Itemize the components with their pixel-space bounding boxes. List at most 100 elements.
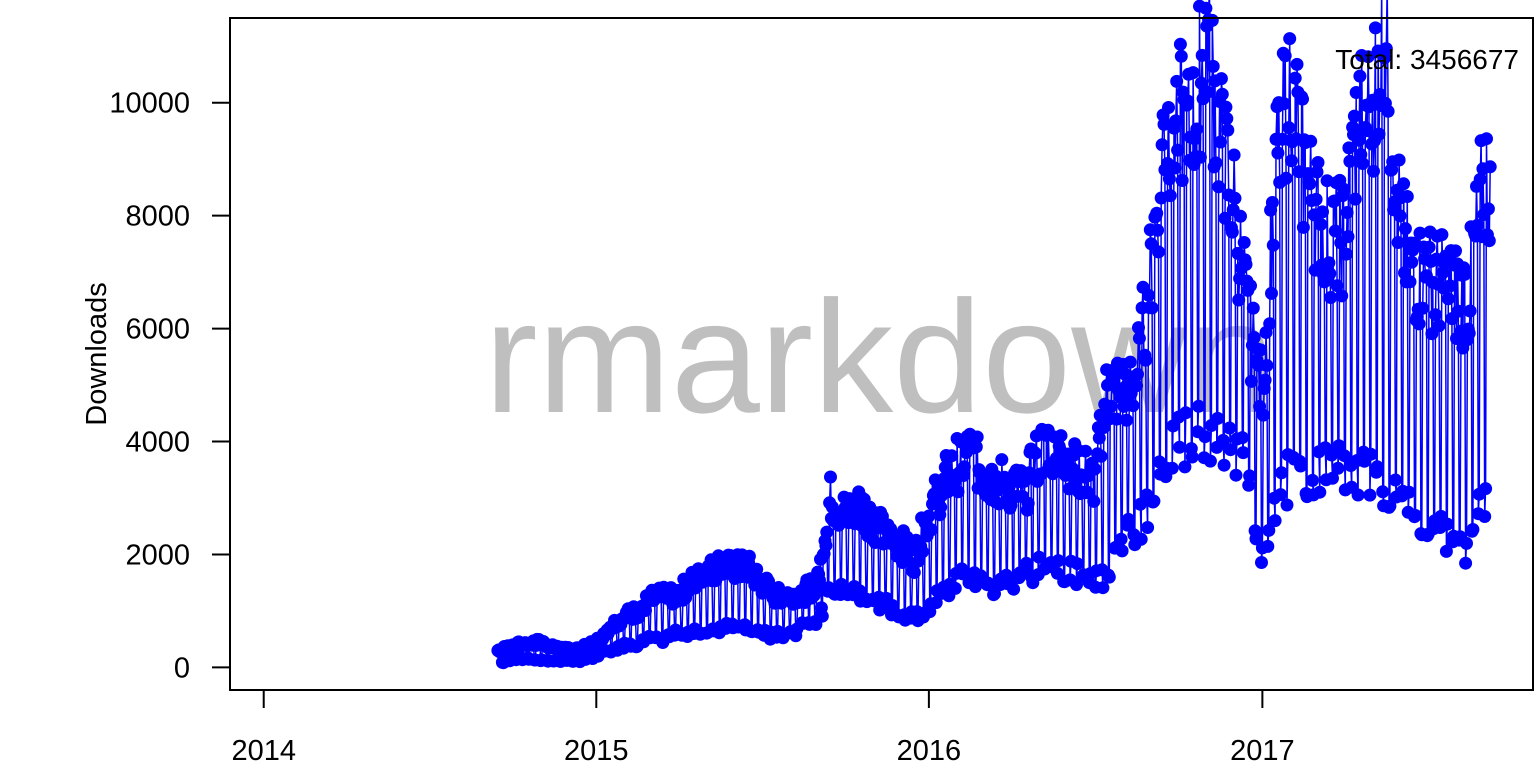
data-point bbox=[1162, 101, 1175, 114]
data-point bbox=[1266, 238, 1280, 252]
data-point bbox=[1194, 76, 1208, 90]
data-point bbox=[1463, 304, 1477, 318]
data-point bbox=[1330, 279, 1344, 293]
data-point bbox=[1349, 86, 1363, 99]
data-point bbox=[1249, 532, 1263, 546]
data-point bbox=[1079, 444, 1093, 458]
data-point bbox=[1173, 440, 1186, 454]
data-point bbox=[1449, 244, 1462, 258]
data-point bbox=[948, 581, 962, 595]
data-point bbox=[1316, 205, 1329, 219]
data-point bbox=[1372, 127, 1386, 141]
data-point bbox=[1216, 433, 1230, 447]
y-axis-title: Downloads bbox=[81, 282, 113, 425]
data-point bbox=[1242, 478, 1256, 492]
data-point bbox=[969, 440, 983, 454]
data-point bbox=[1268, 514, 1282, 528]
data-point bbox=[1310, 165, 1324, 179]
data-point bbox=[1283, 32, 1297, 46]
data-point bbox=[1096, 581, 1110, 595]
data-point bbox=[1325, 448, 1339, 462]
data-point bbox=[1397, 177, 1411, 191]
data-point bbox=[1114, 532, 1128, 546]
data-point bbox=[1258, 373, 1272, 387]
data-point bbox=[1440, 517, 1454, 531]
data-point bbox=[1260, 359, 1274, 372]
data-point bbox=[1405, 255, 1419, 269]
data-point bbox=[1163, 189, 1177, 203]
x-tick-label-1: 2015 bbox=[564, 735, 629, 767]
data-point bbox=[1482, 234, 1496, 248]
data-point bbox=[1441, 292, 1455, 306]
data-point bbox=[1388, 473, 1402, 487]
data-point bbox=[1483, 160, 1497, 174]
data-point bbox=[1174, 49, 1188, 63]
data-point bbox=[1206, 59, 1220, 73]
y-tick-label-0: 0 bbox=[174, 652, 190, 684]
data-point bbox=[1092, 431, 1106, 445]
data-point bbox=[1460, 536, 1473, 550]
data-point bbox=[1157, 117, 1171, 131]
data-point bbox=[1088, 462, 1102, 476]
data-point bbox=[1175, 174, 1189, 187]
data-point bbox=[1341, 230, 1355, 244]
data-layer bbox=[491, 0, 1497, 670]
data-point bbox=[1303, 177, 1317, 191]
data-point bbox=[1326, 471, 1339, 485]
data-point bbox=[1262, 523, 1276, 537]
data-point bbox=[1211, 411, 1225, 425]
data-point bbox=[1224, 443, 1237, 457]
data-point bbox=[1162, 172, 1176, 186]
data-point bbox=[1481, 202, 1495, 216]
data-point bbox=[1121, 512, 1135, 526]
data-point bbox=[981, 576, 995, 590]
data-point bbox=[1279, 171, 1293, 185]
data-point bbox=[1234, 209, 1247, 223]
data-point bbox=[1400, 190, 1414, 203]
data-point bbox=[1133, 497, 1147, 511]
data-point bbox=[1383, 499, 1397, 513]
data-point bbox=[1246, 301, 1260, 315]
data-point bbox=[1429, 308, 1442, 322]
data-point bbox=[1141, 521, 1155, 534]
data-point bbox=[922, 509, 936, 523]
data-point bbox=[925, 523, 939, 537]
data-point bbox=[1398, 222, 1412, 236]
data-point bbox=[1265, 196, 1279, 209]
data-point bbox=[1142, 288, 1155, 302]
data-point bbox=[1178, 460, 1192, 474]
data-point bbox=[1126, 399, 1140, 413]
data-point bbox=[1120, 413, 1134, 427]
data-point bbox=[1229, 468, 1243, 482]
data-point bbox=[1402, 485, 1416, 499]
data-point bbox=[1337, 182, 1350, 196]
data-point bbox=[1115, 544, 1129, 558]
data-point bbox=[1368, 21, 1382, 35]
data-point bbox=[1290, 57, 1304, 71]
data-point bbox=[1288, 71, 1302, 85]
data-point bbox=[1220, 112, 1234, 126]
data-point bbox=[1392, 153, 1406, 167]
data-point bbox=[1169, 114, 1183, 128]
data-point bbox=[1275, 466, 1288, 480]
data-point bbox=[1205, 13, 1219, 27]
data-point bbox=[995, 453, 1009, 467]
data-point bbox=[1351, 488, 1365, 502]
data-point bbox=[750, 562, 764, 576]
data-point bbox=[1314, 217, 1328, 231]
data-point bbox=[1376, 485, 1390, 499]
data-point bbox=[1343, 154, 1357, 168]
data-point bbox=[1328, 224, 1342, 238]
data-point bbox=[1462, 326, 1476, 340]
data-point bbox=[1391, 236, 1405, 249]
data-point bbox=[901, 554, 915, 568]
data-point bbox=[1221, 123, 1235, 137]
data-point bbox=[1332, 439, 1346, 453]
data-point bbox=[1296, 92, 1309, 106]
data-point bbox=[1409, 509, 1422, 522]
data-point bbox=[1342, 141, 1356, 155]
data-point bbox=[945, 449, 959, 463]
data-point bbox=[1356, 157, 1370, 170]
data-point bbox=[1478, 510, 1492, 523]
data-point bbox=[1363, 488, 1377, 502]
